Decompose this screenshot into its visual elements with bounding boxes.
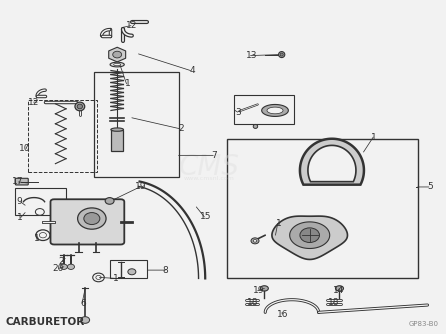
FancyBboxPatch shape bbox=[50, 199, 124, 244]
Text: CMS: CMS bbox=[179, 153, 240, 181]
Bar bbox=[15, 188, 66, 215]
Text: 1: 1 bbox=[17, 213, 22, 222]
Bar bbox=[28, 101, 97, 172]
Polygon shape bbox=[290, 222, 330, 248]
Text: 15: 15 bbox=[199, 212, 211, 221]
Circle shape bbox=[35, 208, 44, 215]
Circle shape bbox=[113, 51, 122, 58]
Text: 1: 1 bbox=[113, 274, 119, 283]
Polygon shape bbox=[300, 139, 364, 185]
Text: 1: 1 bbox=[124, 79, 130, 89]
Text: 14: 14 bbox=[333, 286, 344, 295]
Circle shape bbox=[105, 198, 114, 204]
Text: 19: 19 bbox=[135, 182, 146, 191]
Text: 13: 13 bbox=[246, 51, 258, 60]
Bar bbox=[94, 72, 178, 177]
Text: 19: 19 bbox=[253, 286, 264, 295]
Bar bbox=[110, 260, 148, 279]
FancyBboxPatch shape bbox=[15, 178, 28, 185]
Text: 1: 1 bbox=[34, 234, 40, 243]
Ellipse shape bbox=[335, 286, 343, 291]
Circle shape bbox=[39, 232, 46, 238]
Ellipse shape bbox=[280, 53, 283, 56]
Text: 10: 10 bbox=[19, 144, 31, 153]
Text: 18: 18 bbox=[247, 298, 259, 307]
Text: 2: 2 bbox=[58, 257, 63, 266]
Circle shape bbox=[60, 264, 67, 270]
Polygon shape bbox=[308, 145, 356, 182]
Text: CARBURETOR: CARBURETOR bbox=[5, 317, 84, 327]
Circle shape bbox=[67, 264, 74, 270]
Circle shape bbox=[251, 238, 259, 244]
Circle shape bbox=[128, 269, 136, 275]
Polygon shape bbox=[267, 107, 283, 114]
Ellipse shape bbox=[260, 286, 268, 291]
Circle shape bbox=[96, 276, 101, 280]
Text: 16: 16 bbox=[277, 310, 289, 319]
Ellipse shape bbox=[111, 128, 124, 131]
Ellipse shape bbox=[110, 62, 124, 67]
Polygon shape bbox=[262, 105, 289, 117]
Text: 20: 20 bbox=[52, 264, 63, 273]
Text: 3: 3 bbox=[235, 108, 241, 117]
Text: 12: 12 bbox=[29, 98, 40, 107]
Circle shape bbox=[93, 273, 104, 282]
Bar bbox=[227, 139, 418, 279]
Text: 6: 6 bbox=[80, 299, 86, 308]
Ellipse shape bbox=[77, 104, 83, 109]
Text: 1: 1 bbox=[276, 219, 281, 228]
Text: 4: 4 bbox=[189, 66, 195, 75]
Ellipse shape bbox=[279, 51, 285, 57]
Text: 17: 17 bbox=[12, 177, 23, 186]
Ellipse shape bbox=[114, 63, 121, 66]
Bar bbox=[234, 96, 294, 124]
Circle shape bbox=[81, 317, 90, 323]
Ellipse shape bbox=[253, 125, 258, 128]
Text: 8: 8 bbox=[162, 266, 168, 275]
Ellipse shape bbox=[75, 102, 85, 111]
Circle shape bbox=[300, 228, 319, 242]
Text: 5: 5 bbox=[427, 182, 433, 191]
Circle shape bbox=[84, 212, 100, 224]
Text: 7: 7 bbox=[211, 151, 217, 160]
Circle shape bbox=[78, 208, 106, 229]
Circle shape bbox=[253, 239, 257, 242]
Text: 2: 2 bbox=[178, 124, 184, 133]
Text: 12: 12 bbox=[126, 21, 137, 30]
Text: 18: 18 bbox=[328, 298, 340, 307]
Circle shape bbox=[36, 230, 50, 240]
Text: GP83-B0: GP83-B0 bbox=[409, 321, 438, 327]
Polygon shape bbox=[272, 216, 347, 260]
Polygon shape bbox=[109, 47, 126, 62]
Text: 1: 1 bbox=[371, 133, 377, 142]
Bar bbox=[112, 130, 123, 151]
Text: 9: 9 bbox=[17, 197, 22, 206]
Text: www.cmsnl.com: www.cmsnl.com bbox=[184, 176, 235, 181]
